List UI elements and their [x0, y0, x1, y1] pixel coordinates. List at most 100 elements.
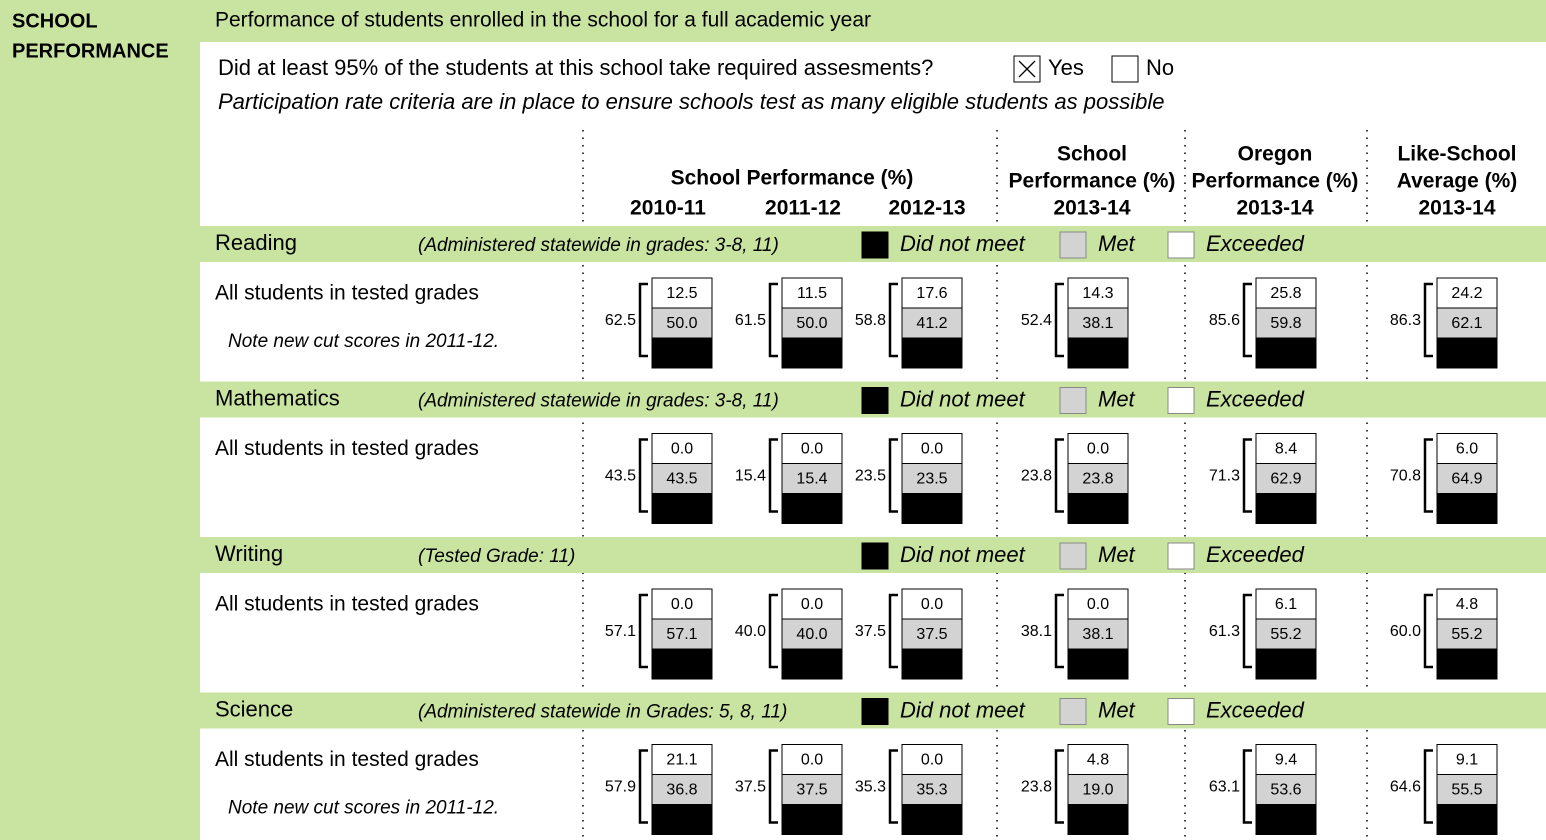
- row-label: All students in tested grades: [215, 748, 479, 771]
- cell: [1067, 648, 1129, 680]
- cell: [1255, 277, 1317, 309]
- bracket: [768, 438, 778, 513]
- cell: [1436, 277, 1498, 309]
- cell: [781, 588, 843, 620]
- legend-label: Did not meet: [900, 231, 1026, 256]
- cell: [781, 433, 843, 464]
- cell: [901, 744, 963, 775]
- cell-value: 76.2: [1082, 812, 1113, 829]
- cell-value: 0.0: [1087, 441, 1109, 458]
- cell: [1067, 804, 1129, 835]
- cell-value: 29.2: [1451, 501, 1482, 518]
- cell-value: 21.1: [666, 752, 697, 769]
- legend-swatch: [1059, 542, 1087, 570]
- bracket: [1423, 593, 1433, 669]
- section-title: PERFORMANCE: [12, 40, 169, 62]
- cell-value: 76.5: [916, 501, 947, 518]
- cell-value: 28.7: [1270, 501, 1301, 518]
- checkbox: [1111, 55, 1139, 83]
- cell-value: 0.0: [921, 441, 943, 458]
- column-year: 2010-11: [630, 197, 706, 220]
- cell-value: 40.0: [796, 626, 827, 643]
- option-label: No: [1146, 55, 1174, 80]
- cell: [1067, 493, 1129, 524]
- total-value: 37.5: [735, 779, 766, 796]
- cell-value: 24.2: [1451, 285, 1482, 302]
- cell-value: 42.9: [666, 656, 697, 673]
- cell: [1067, 774, 1129, 805]
- cell: [1436, 433, 1498, 464]
- cell-value: 0.0: [671, 596, 693, 613]
- legend-swatch: [1167, 231, 1195, 259]
- bracket: [1242, 438, 1252, 513]
- cell: [1255, 588, 1317, 620]
- cell-value: 41.2: [916, 345, 947, 362]
- bracket: [1054, 749, 1064, 824]
- total-value: 58.8: [855, 312, 886, 329]
- cell: [651, 433, 713, 464]
- cell: [1255, 493, 1317, 524]
- legend-swatch: [1059, 698, 1087, 725]
- cell: [901, 277, 963, 309]
- legend-label: Met: [1098, 542, 1136, 567]
- cell-value: 12.5: [666, 285, 697, 302]
- cell: [651, 307, 713, 339]
- legend-swatch: [861, 231, 889, 259]
- subject-note: (Administered statewide in Grades: 5, 8,…: [418, 702, 787, 723]
- bracket: [638, 438, 648, 513]
- cell-value: 62.5: [916, 656, 947, 673]
- bracket: [1242, 593, 1252, 669]
- cell: [1255, 648, 1317, 680]
- cell-value: 35.3: [916, 782, 947, 799]
- bracket: [1054, 438, 1064, 513]
- total-value: 64.6: [1390, 779, 1421, 796]
- total-value: 23.8: [1021, 468, 1052, 485]
- cell: [781, 337, 843, 369]
- column-header: School: [1057, 143, 1127, 166]
- bracket: [768, 749, 778, 824]
- cell: [781, 277, 843, 309]
- cell: [1255, 307, 1317, 339]
- cell-value: 62.5: [796, 812, 827, 829]
- cell: [651, 588, 713, 620]
- legend-label: Did not meet: [900, 542, 1026, 567]
- total-value: 38.1: [1021, 623, 1052, 640]
- cell: [1255, 804, 1317, 835]
- bracket: [1423, 749, 1433, 824]
- total-value: 60.0: [1390, 623, 1421, 640]
- question: Did at least 95% of the students at this…: [218, 55, 933, 80]
- cell-value: 6.0: [1456, 441, 1478, 458]
- bracket: [1423, 438, 1433, 513]
- cell: [651, 774, 713, 805]
- cell: [901, 463, 963, 494]
- cell: [781, 648, 843, 680]
- legend-label: Exceeded: [1206, 386, 1305, 411]
- cell: [781, 307, 843, 339]
- legend-label: Did not meet: [900, 697, 1026, 722]
- cell-value: 36.8: [666, 782, 697, 799]
- cell: [1436, 588, 1498, 620]
- legend-label: Met: [1098, 386, 1136, 411]
- bracket: [1054, 282, 1064, 358]
- subject-name: Mathematics: [215, 385, 340, 410]
- cell-value: 0.0: [671, 441, 693, 458]
- column-header: Like-School: [1397, 143, 1516, 166]
- cell-value: 0.0: [801, 441, 823, 458]
- subtitle-band: [200, 0, 1546, 42]
- cell-value: 55.2: [1270, 626, 1301, 643]
- cell-value: 38.7: [1270, 656, 1301, 673]
- column-year: 2011-12: [765, 197, 841, 220]
- legend-label: Exceeded: [1206, 697, 1305, 722]
- subject-name: Science: [215, 696, 293, 721]
- cell: [651, 804, 713, 835]
- row-label: All students in tested grades: [215, 282, 479, 305]
- participation-note: Participation rate criteria are in place…: [218, 89, 1165, 114]
- cell: [781, 463, 843, 494]
- column-header: Performance (%): [1009, 170, 1176, 193]
- total-value: 63.1: [1209, 779, 1240, 796]
- column-header: 2013-14: [1053, 197, 1130, 220]
- cell: [1255, 774, 1317, 805]
- bracket: [1242, 749, 1252, 824]
- cell-value: 64.7: [916, 812, 947, 829]
